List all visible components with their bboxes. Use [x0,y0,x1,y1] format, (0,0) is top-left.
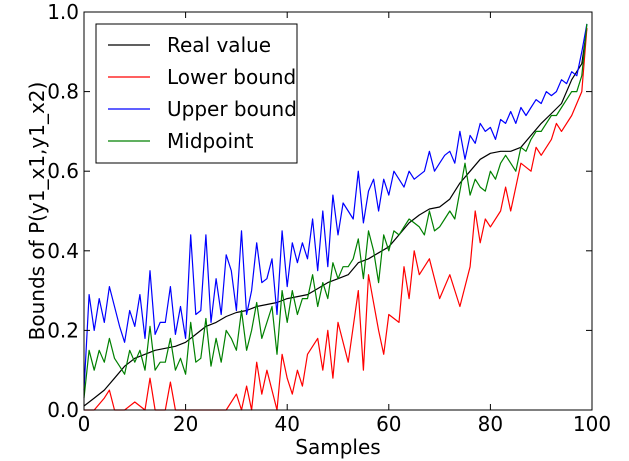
x-tick-label: 80 [478,412,503,436]
legend-label-real-value: Real value [167,33,271,57]
x-tick-label: 60 [376,412,401,436]
legend-box [95,23,298,164]
y-axis-label: Bounds of P(y1_x1,y1_x2) [25,82,49,341]
series-line-midpoint [83,23,588,399]
plot-frame [83,11,593,411]
series-line-upper-bound [83,23,588,391]
series-layer [83,23,588,411]
y-tick-label: 0.4 [47,239,79,263]
x-tick-label: 40 [274,412,299,436]
legend: Real value Lower bound Upper bound Midpoint [95,23,298,164]
x-tick-label: 100 [573,412,611,436]
legend-label-upper-bound: Upper bound [167,97,297,121]
x-tick-label: 20 [173,412,198,436]
y-tick-label: 0.0 [47,398,79,422]
ticks-layer: 0 20 40 60 80 100 0.0 0.2 0.4 0.6 0.8 1.0 [47,0,611,436]
y-tick-label: 1.0 [47,0,79,24]
legend-label-lower-bound: Lower bound [167,65,296,89]
legend-label-midpoint: Midpoint [167,129,254,153]
y-tick-label: 0.2 [47,318,79,342]
x-tick-label: 0 [78,412,91,436]
y-tick-label: 0.8 [47,80,79,104]
series-line-lower-bound [84,27,588,411]
y-tick-label: 0.6 [47,159,79,183]
legend-items: Real value Lower bound Upper bound Midpoint [108,33,297,153]
x-axis-label: Samples [295,435,380,459]
